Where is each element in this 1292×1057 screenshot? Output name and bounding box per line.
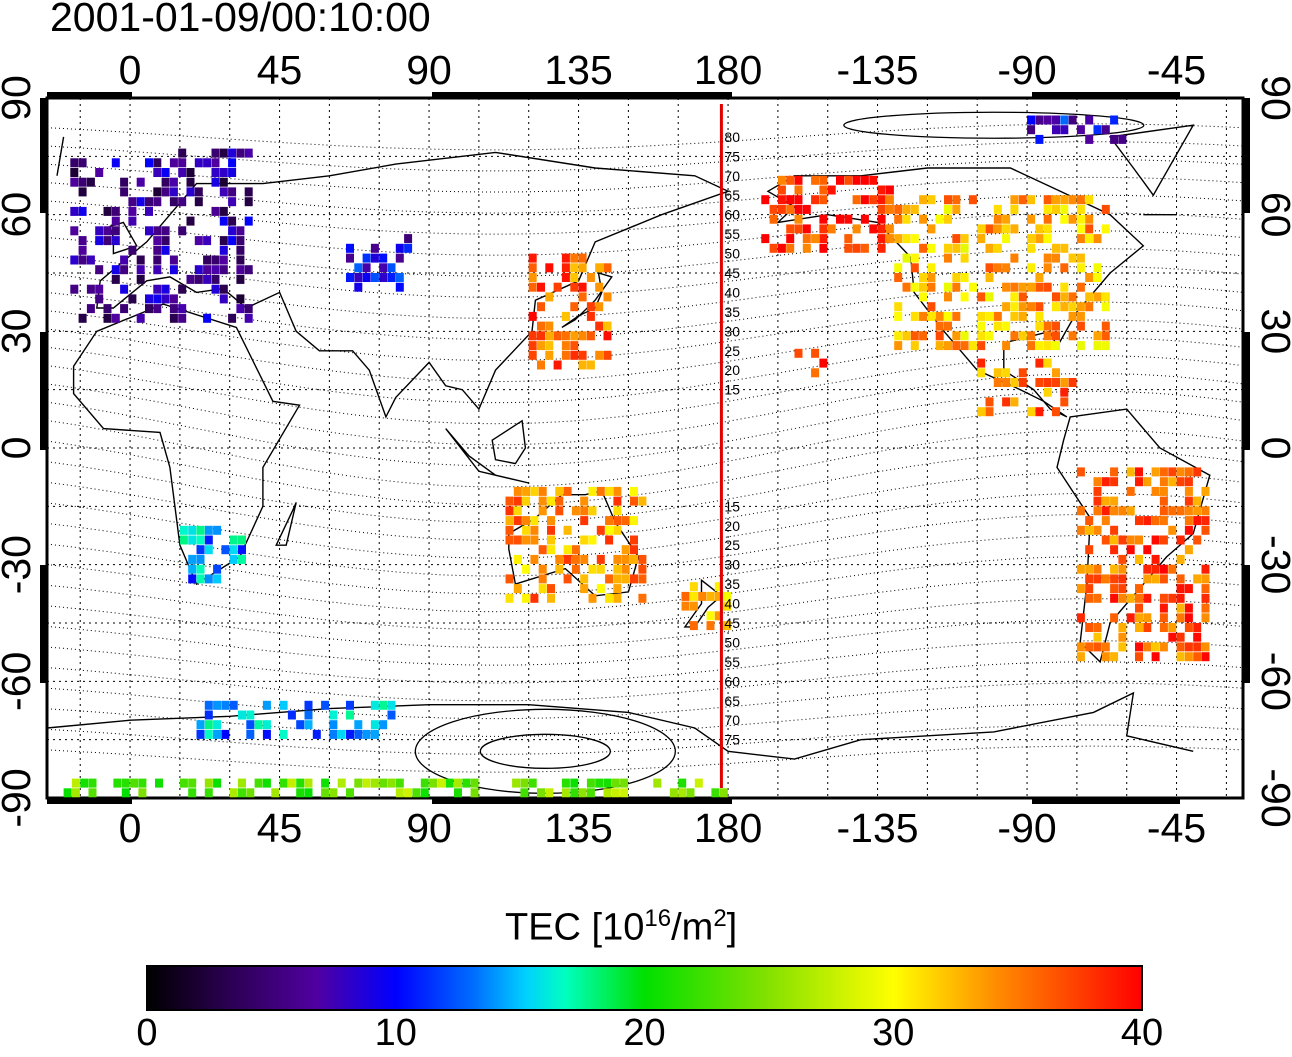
- top-tick-label: 0: [119, 47, 142, 93]
- mlat-label: 60: [724, 673, 740, 689]
- bottom-tick-label: -45: [1147, 805, 1206, 851]
- magnetic-latitude-contours: [46, 111, 1244, 794]
- left-tick-label: 30: [0, 309, 39, 355]
- top-tick-label: 135: [544, 47, 612, 93]
- right-tick-label: 30: [1253, 309, 1292, 355]
- top-tick-label: 90: [406, 47, 452, 93]
- mlat-label: 15: [724, 382, 740, 398]
- mlat-label: 30: [724, 323, 740, 339]
- bottom-tick-label: 45: [257, 805, 303, 851]
- right-tick-label: 90: [1253, 75, 1292, 121]
- left-tick-label: 90: [0, 75, 39, 121]
- bottom-tick-label: 135: [544, 805, 612, 851]
- meridian-marker: 80 75 70 65 60 55 50 45 40 35 30 25 20 15 15 20 25 30 35 40…: [719, 104, 740, 788]
- left-tick-label: -60: [0, 652, 39, 711]
- mlat-label: 55: [724, 654, 740, 670]
- mlat-label: 35: [724, 304, 740, 320]
- top-tick-label: 180: [694, 47, 762, 93]
- colorbar-tick-label: 0: [136, 1012, 158, 1054]
- mlat-label: 45: [724, 265, 740, 281]
- top-tick-label: -135: [837, 47, 919, 93]
- bottom-tick-label: 180: [694, 805, 762, 851]
- mlat-label: 50: [724, 246, 740, 262]
- mlat-label: 40: [724, 596, 740, 612]
- mlat-label: 80: [724, 129, 740, 145]
- mlat-label: 20: [724, 518, 740, 534]
- mlat-label: 45: [724, 615, 740, 631]
- mlat-label: 70: [724, 712, 740, 728]
- right-tick-label: 60: [1253, 192, 1292, 238]
- right-tick-label: -30: [1253, 535, 1292, 594]
- colorbar-tick-label: 10: [374, 1012, 417, 1054]
- mlat-label: 25: [724, 343, 740, 359]
- tec-data-cells: [63, 115, 1210, 798]
- mlat-label: 70: [724, 168, 740, 184]
- left-tick-label: 60: [0, 192, 39, 238]
- top-tick-label: -45: [1147, 47, 1206, 93]
- bottom-tick-label: 0: [119, 805, 142, 851]
- right-tick-label: 0: [1253, 437, 1292, 460]
- mlat-label: 75: [724, 148, 740, 164]
- right-tick-label: -60: [1253, 652, 1292, 711]
- left-tick-label: -90: [0, 768, 39, 827]
- mlat-label: 50: [724, 634, 740, 650]
- left-tick-label: -30: [0, 535, 39, 594]
- colorbar-tick-label: 30: [872, 1012, 915, 1054]
- bottom-tick-label: -90: [997, 805, 1056, 851]
- colorbar-tick-label: 40: [1120, 1012, 1164, 1054]
- right-tick-label: -90: [1253, 768, 1292, 827]
- bottom-tick-label: 90: [406, 805, 452, 851]
- mlat-label: 75: [724, 732, 740, 748]
- mlat-label: 60: [724, 207, 740, 223]
- mlat-label: 35: [724, 576, 740, 592]
- colorbar: [146, 965, 1143, 1011]
- mlat-label: 65: [724, 187, 740, 203]
- mlat-label: 20: [724, 362, 740, 378]
- top-tick-label: -90: [997, 47, 1056, 93]
- bottom-tick-label: -135: [837, 805, 919, 851]
- lat-lon-grid: [47, 98, 1243, 798]
- mlat-label: 30: [724, 557, 740, 573]
- mlat-label: 65: [724, 693, 740, 709]
- left-tick-label: 0: [0, 437, 39, 460]
- mlat-label: 15: [724, 498, 740, 514]
- mlat-label: 40: [724, 284, 740, 300]
- axis-bars: [40, 92, 1250, 804]
- top-tick-label: 45: [257, 47, 303, 93]
- axis-tick-labels: 0 45 90 135 180 -135 -90 -45 0 45 90 135 180 -135 -90 -…: [0, 47, 1292, 851]
- colorbar-tick-label: 20: [623, 1012, 666, 1054]
- colorbar-title: TEC [1016/m2]: [505, 905, 738, 949]
- map-title: 2001-01-09/00:10:00: [50, 0, 431, 40]
- mlat-label: 55: [724, 226, 740, 242]
- mlat-label: 25: [724, 537, 740, 553]
